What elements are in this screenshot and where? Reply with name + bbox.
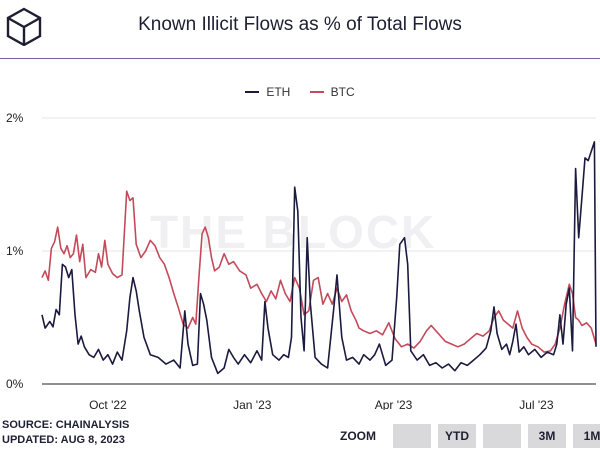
updated-text: UPDATED: AUG 8, 2023 <box>2 434 125 446</box>
legend-item-btc[interactable]: BTC <box>309 85 355 99</box>
header-divider <box>0 58 600 59</box>
zoom-controls: ZOOM YTD 3M 1M <box>340 424 600 448</box>
x-tick-label: Oct '22 <box>89 398 127 410</box>
legend-swatch-btc <box>309 91 324 93</box>
the-block-logo-icon <box>6 7 42 46</box>
x-tick-label: Jan '23 <box>233 398 272 410</box>
y-tick-label: 1% <box>6 244 24 258</box>
series-line-btc <box>41 190 597 353</box>
zoom-button-1m[interactable]: 1M <box>573 424 600 448</box>
x-tick-label: Apr '23 <box>375 398 413 410</box>
source-text: SOURCE: CHAINALYSIS <box>2 419 130 431</box>
zoom-button-ytd[interactable]: YTD <box>438 424 476 448</box>
x-tick-label: Jul '23 <box>519 398 554 410</box>
watermark: THE BLOCK <box>150 206 437 258</box>
zoom-label: ZOOM <box>340 429 376 443</box>
legend-swatch-eth <box>245 91 260 93</box>
legend-label-btc: BTC <box>330 85 355 99</box>
series-line-eth <box>41 141 597 375</box>
y-tick-label: 2% <box>6 111 24 125</box>
chart-legend: ETH BTC <box>0 82 600 99</box>
zoom-button-3m[interactable]: 3M <box>528 424 566 448</box>
legend-label-eth: ETH <box>266 85 291 99</box>
chart-title: Known Illicit Flows as % of Total Flows <box>138 14 462 35</box>
line-chart: 0% 1% 2% Oct '22 Jan '23 Apr '23 Jul '23 <box>6 111 597 410</box>
zoom-button-3[interactable] <box>483 424 521 448</box>
y-tick-label: 0% <box>6 377 24 391</box>
footer-source: SOURCE: CHAINALYSIS UPDATED: AUG 8, 2023 <box>2 418 129 448</box>
legend-item-eth[interactable]: ETH <box>245 85 290 99</box>
zoom-button-1[interactable] <box>393 424 431 448</box>
